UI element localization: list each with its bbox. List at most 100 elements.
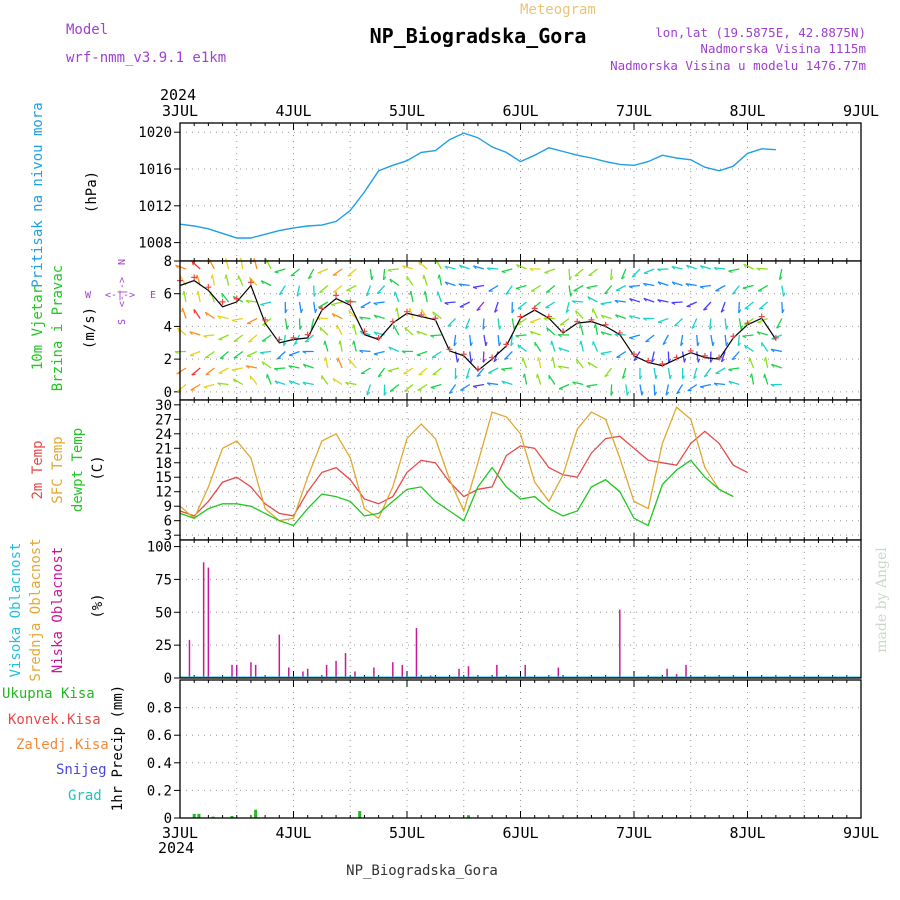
wind-arrowhead — [204, 311, 208, 316]
wind-arrowhead — [465, 325, 469, 330]
wind-arrowhead — [593, 323, 597, 329]
wind-arrowhead — [416, 354, 421, 357]
wind-gust-marker — [333, 292, 340, 299]
ytick-label: 8 — [164, 254, 172, 270]
wind-arrowhead — [293, 342, 298, 346]
wind-arrowhead — [404, 390, 409, 393]
wind-arrow — [574, 268, 584, 277]
wind-gust-marker — [432, 315, 439, 322]
wind-arrowhead — [376, 291, 382, 295]
wind-arrow — [261, 334, 272, 342]
wind-arrowhead — [572, 381, 576, 386]
wind-arrowhead — [174, 351, 179, 355]
wind-arrowhead — [333, 291, 338, 293]
wind-arrow — [615, 284, 627, 292]
wind-arrow — [516, 263, 527, 270]
panel-frame — [179, 539, 862, 679]
wind-arrow — [501, 367, 513, 370]
wind-arrowhead — [781, 309, 785, 314]
wind-arrow — [700, 383, 712, 388]
legend-hail: Grad — [68, 788, 102, 804]
day-label-9JUL: 9JUL — [843, 824, 879, 842]
top-year-label: 2024 — [160, 86, 196, 104]
wind-gust-marker — [687, 347, 694, 354]
wind-arrow — [568, 268, 571, 281]
wind-arrow — [653, 384, 656, 396]
wind-arrow — [587, 361, 598, 369]
wind-arrowhead — [418, 373, 423, 376]
wind-arrowhead — [458, 283, 463, 287]
wind-arrowhead — [299, 325, 303, 330]
wind-arrow — [724, 318, 727, 330]
wind-arrow — [573, 284, 584, 292]
wind-gust-marker — [560, 328, 567, 335]
wind-gust-marker — [205, 284, 212, 291]
wind-arrowhead — [588, 274, 593, 277]
wind-arrow — [531, 301, 542, 310]
wind-gust-marker — [474, 365, 481, 372]
wind-arrow — [346, 284, 357, 292]
wind-arrowhead — [319, 291, 324, 294]
wind-arrow — [233, 350, 244, 359]
wind-arrow — [432, 367, 442, 376]
wind-gust-marker — [361, 328, 368, 335]
wind-arrowhead — [449, 391, 454, 395]
wind-arrowhead — [676, 391, 681, 395]
wind-arrow — [293, 334, 301, 345]
wind-arrow — [776, 318, 783, 329]
wind-arrow — [781, 285, 785, 297]
legend-freez-precip: Zaledj.Kisa — [16, 737, 109, 753]
wind-arrow — [544, 268, 556, 274]
wind-arrowhead — [720, 309, 725, 313]
wind-arrowhead — [763, 357, 767, 362]
wind-gust-marker — [191, 274, 198, 281]
wind-arrowhead — [259, 352, 265, 355]
wind-arrow — [431, 350, 442, 359]
wind-arrow — [586, 284, 598, 289]
subtitle: Meteogram — [520, 2, 596, 18]
wind-arrowhead — [313, 292, 317, 297]
wind-arrowhead — [776, 325, 781, 329]
wind-arrow — [703, 301, 712, 311]
wind-arrow — [781, 301, 784, 314]
wind-arrowhead — [569, 276, 572, 281]
wind-arrow — [193, 308, 201, 319]
wind-arrow — [278, 285, 286, 296]
wind-arrowhead — [224, 274, 227, 279]
wind-arrowhead — [191, 373, 196, 376]
wind-arrowhead — [266, 374, 268, 379]
ytick-label: 0 — [164, 811, 172, 827]
plot-area — [180, 400, 861, 540]
ytick-label: 1016 — [138, 162, 172, 178]
wind-arrow — [396, 307, 400, 319]
temp-ylabel-2: SFC Temp — [50, 436, 66, 503]
wind-arrowhead — [430, 387, 435, 389]
temp-ylabel-1: 2m Temp — [30, 440, 46, 499]
sfc-temp-line — [179, 406, 734, 522]
wind-arrow — [319, 326, 329, 336]
wind-arrow — [464, 318, 471, 329]
wind-arrowhead — [614, 300, 619, 304]
wind-arrowhead — [498, 342, 502, 347]
wind-arrow — [615, 314, 627, 320]
day-label-5JUL: 5JUL — [389, 102, 425, 120]
wind-arrowhead — [740, 325, 744, 330]
wind-arrow — [402, 265, 414, 270]
wind-arrowhead — [699, 286, 704, 289]
model-label: Model — [66, 22, 108, 38]
wind-arrow — [657, 299, 669, 303]
wind-ylabel-1: 10m Vjetar — [30, 286, 46, 370]
wind-arrow — [233, 334, 244, 343]
wind-arrow — [420, 308, 428, 319]
legend-snow: Snijeg — [56, 762, 107, 778]
wind-ylabel-2: Brzina i Pravac — [50, 265, 66, 391]
wind-arrow — [643, 268, 655, 274]
wind-arrowhead — [744, 307, 749, 310]
wind-gust-marker — [489, 354, 496, 361]
wind-gust-marker — [503, 341, 510, 348]
wind-arrowhead — [691, 325, 696, 329]
wind-arrow — [394, 291, 400, 303]
wind-arrow — [321, 375, 329, 385]
wind-arrowhead — [725, 325, 729, 330]
altitude-text: Nadmorska Visina 1115m — [700, 41, 866, 56]
